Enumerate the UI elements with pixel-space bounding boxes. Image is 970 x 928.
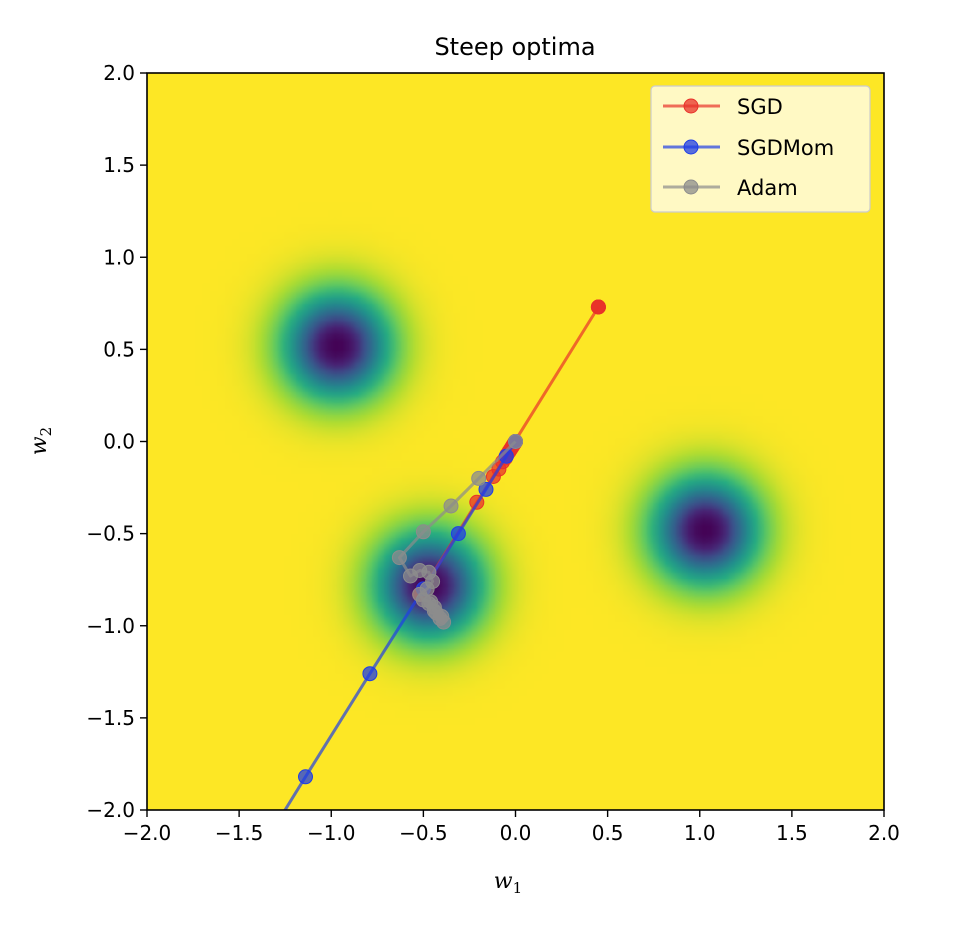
point-sgdmom-5: [362, 666, 378, 682]
point-adam-3: [415, 524, 431, 540]
y-axis-label-main: w: [27, 436, 52, 455]
legend-entry-sgdmom: SGDMom: [663, 136, 834, 160]
point-sgdmom-6: [298, 769, 313, 785]
point-adam-2: [443, 498, 459, 514]
legend-marker-sgd: [683, 98, 699, 114]
point-adam-1: [471, 470, 487, 486]
y-tick-label-7: 1.5: [103, 153, 135, 177]
y-axis-label: w2: [27, 427, 55, 455]
x-axis-label-main: w: [494, 869, 513, 894]
y-tick-label-5: 0.5: [103, 337, 135, 361]
y-tick-label-0: −2.0: [86, 798, 135, 822]
x-tick-label-0: −2.0: [123, 821, 172, 845]
x-tick-label-5: 0.5: [592, 821, 624, 845]
legend-entry-sgd: SGD: [663, 95, 783, 119]
x-tick-label-2: −1.0: [307, 821, 356, 845]
x-tick-label-3: −0.5: [399, 821, 448, 845]
x-axis: −2.0 −1.5 −1.0 −0.5 0.0 0.5 1.0 1.5 2.0: [123, 810, 900, 845]
point-sgdmom-2: [478, 481, 494, 497]
x-tick-label-4: 0.0: [500, 821, 532, 845]
y-tick-label-2: −1.0: [86, 614, 135, 638]
x-axis-label-sub: 1: [513, 879, 523, 897]
legend-label-adam: Adam: [737, 176, 798, 200]
legend-label-sgd: SGD: [737, 95, 783, 119]
y-tick-label-8: 2.0: [103, 61, 135, 85]
point-sgd-2: [590, 299, 606, 315]
point-adam-19: [421, 596, 437, 612]
chart-title: Steep optima: [434, 33, 595, 61]
legend-label-sgdmom: SGDMom: [737, 136, 834, 160]
x-tick-label-7: 1.5: [776, 821, 808, 845]
y-tick-label-1: −1.5: [86, 706, 135, 730]
legend-marker-adam: [683, 179, 699, 195]
point-adam-4: [391, 550, 407, 566]
legend-marker-sgdmom: [683, 139, 699, 155]
y-axis-label-sub: 2: [37, 427, 55, 437]
legend-box: [650, 85, 871, 213]
x-axis-label: w1: [494, 869, 522, 897]
series-adam: [391, 434, 523, 630]
y-tick-label-4: 0.0: [103, 430, 135, 454]
point-sgdmom-3: [450, 526, 466, 542]
y-tick-label-6: 1.0: [103, 245, 135, 269]
x-tick-label-1: −1.5: [215, 821, 264, 845]
series-sgdmom: [269, 434, 523, 832]
y-axis: −2.0 −1.5 −1.0 −0.5 0.0 0.5 1.0 1.5 2.0: [86, 61, 147, 822]
y-tick-label-3: −0.5: [86, 522, 135, 546]
point-adam-0: [508, 434, 523, 449]
x-tick-label-6: 1.0: [684, 821, 716, 845]
series-layer: [269, 299, 606, 832]
legend: SGD SGDMom Adam: [650, 85, 871, 213]
point-sgdmom-7: [269, 818, 283, 832]
legend-entry-adam: Adam: [663, 176, 798, 200]
x-tick-label-8: 2.0: [868, 821, 900, 845]
